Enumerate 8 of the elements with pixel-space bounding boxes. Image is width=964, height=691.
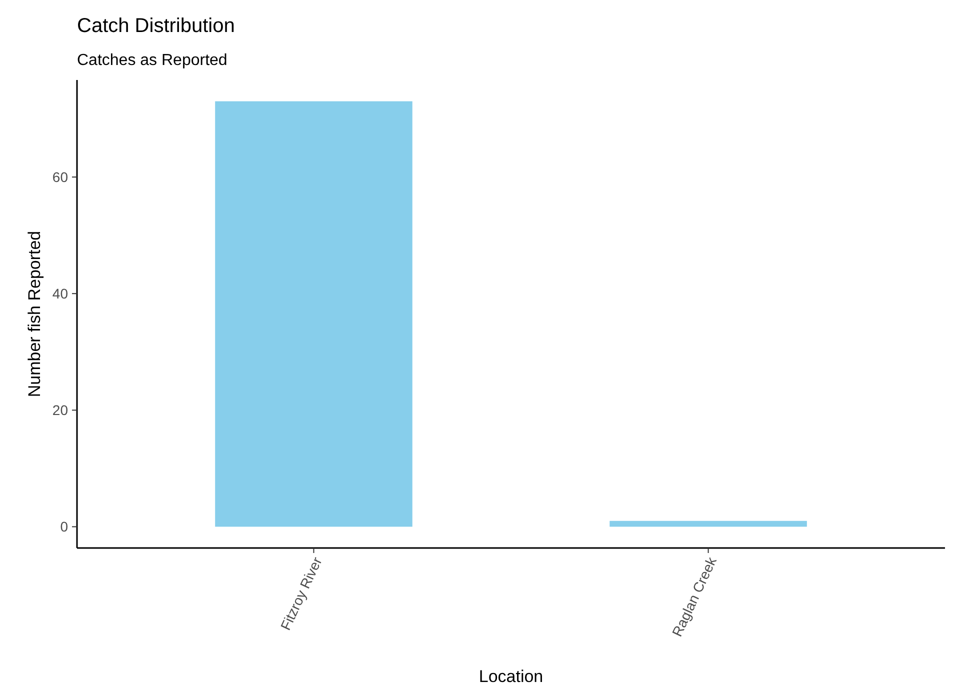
y-tick-label: 0 bbox=[60, 518, 68, 535]
chart-title: Catch Distribution bbox=[77, 15, 235, 37]
y-axis-title: Number fish Reported bbox=[25, 230, 44, 398]
chart-subtitle: Catches as Reported bbox=[77, 52, 228, 69]
y-tick-label: 20 bbox=[52, 402, 68, 418]
x-axis-title: Location bbox=[478, 667, 544, 686]
y-tick-label: 60 bbox=[52, 168, 68, 185]
y-tick-label: 40 bbox=[52, 286, 68, 302]
